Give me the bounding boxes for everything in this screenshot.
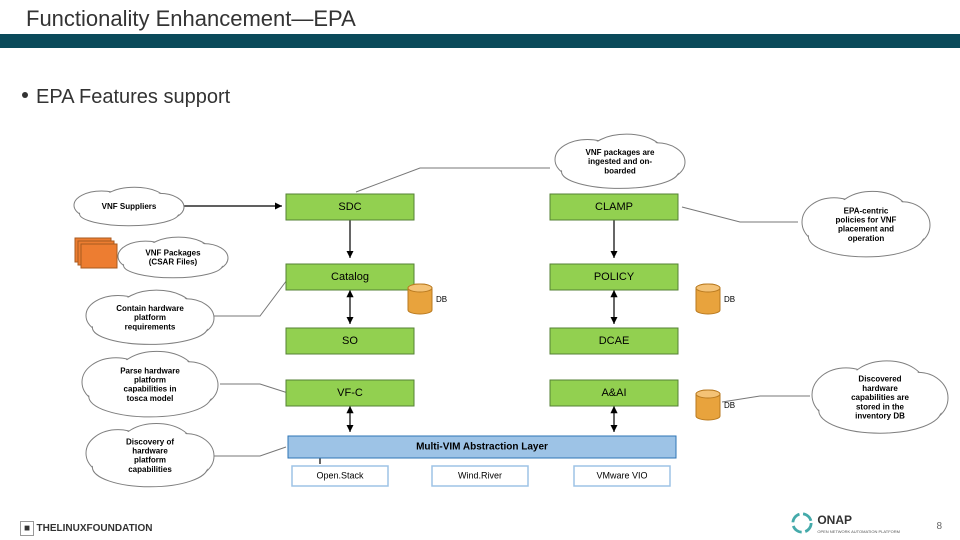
db-db1: DB [408, 284, 447, 314]
svg-text:capabilities: capabilities [128, 465, 172, 474]
svg-text:ingested and on-: ingested and on- [588, 157, 652, 166]
title-strip [0, 34, 960, 48]
bullet-text: EPA Features support [36, 86, 230, 109]
footer-brand: ■THELINUXFOUNDATION [20, 523, 152, 534]
c_parse: Parse hardwareplatformcapabilities intos… [82, 351, 218, 417]
svg-text:operation: operation [848, 234, 885, 243]
svg-text:VF-C: VF-C [337, 387, 363, 399]
c_suppliers: VNF Suppliers [74, 187, 184, 225]
bullet-dot [22, 92, 28, 98]
box-aai: A&AI [550, 380, 678, 406]
c_discovered: Discoveredhardwarecapabilities arestored… [812, 361, 948, 433]
brand-sq: ■ [20, 521, 34, 536]
svg-text:Discovery of: Discovery of [126, 437, 174, 446]
svg-text:DB: DB [724, 401, 735, 410]
box-clamp: CLAMP [550, 194, 678, 220]
box-policy: POLICY [550, 264, 678, 290]
svg-text:DB: DB [724, 295, 735, 304]
svg-text:platform: platform [134, 313, 166, 322]
svg-text:CLAMP: CLAMP [595, 201, 633, 213]
svg-text:hardware: hardware [862, 384, 898, 393]
svg-text:DCAE: DCAE [599, 335, 630, 347]
svg-text:POLICY: POLICY [594, 271, 635, 283]
c_packages: VNF Packages(CSAR Files) [118, 237, 228, 278]
svg-text:tosca model: tosca model [127, 394, 174, 403]
svg-text:(CSAR Files): (CSAR Files) [149, 258, 198, 267]
svg-text:requirements: requirements [125, 322, 176, 331]
svg-text:policies for VNF: policies for VNF [836, 216, 897, 225]
svg-text:Catalog: Catalog [331, 271, 369, 283]
box-so: SO [286, 328, 414, 354]
svg-text:platform: platform [134, 456, 166, 465]
c_contain: Contain hardwareplatformrequirements [86, 290, 214, 344]
svg-text:EPA-centric: EPA-centric [844, 206, 889, 215]
onap-logo: ONAPOPEN NETWORK AUTOMATION PLATFORM [791, 511, 900, 534]
svg-text:A&AI: A&AI [601, 387, 626, 399]
db-db3: DB [696, 390, 735, 420]
svg-text:VNF packages are: VNF packages are [586, 148, 655, 157]
svg-text:SO: SO [342, 335, 358, 347]
box-dcae: DCAE [550, 328, 678, 354]
c_ingest: VNF packages areingested and on-boarded [555, 134, 685, 188]
svg-text:Multi-VIM Abstraction Layer: Multi-VIM Abstraction Layer [416, 442, 548, 453]
svg-text:boarded: boarded [604, 166, 636, 175]
svg-text:Wind.River: Wind.River [458, 470, 502, 480]
svg-text:DB: DB [436, 295, 447, 304]
svg-text:capabilities are: capabilities are [851, 393, 909, 402]
svg-text:VMware VIO: VMware VIO [596, 470, 647, 480]
svg-text:capabilities in: capabilities in [124, 385, 177, 394]
c_epa: EPA-centricpolicies for VNFplacement and… [802, 191, 930, 257]
architecture-diagram: SDC CLAMP Catalog POLICY SO DCAE VF-C A&AI Multi… [0, 110, 960, 510]
svg-text:hardware: hardware [132, 447, 168, 456]
page-number: 8 [936, 521, 942, 532]
svg-text:Open.Stack: Open.Stack [316, 470, 364, 480]
svg-text:inventory DB: inventory DB [855, 412, 905, 421]
title-bar: Functionality Enhancement—EPA [0, 0, 960, 48]
box-catalog: Catalog [286, 264, 414, 290]
svg-text:Parse hardware: Parse hardware [120, 366, 180, 375]
svg-text:platform: platform [134, 376, 166, 385]
slide-title: Functionality Enhancement—EPA [26, 6, 356, 32]
svg-text:VNF Suppliers: VNF Suppliers [102, 202, 157, 211]
svg-text:Contain hardware: Contain hardware [116, 304, 184, 313]
box-sdc: SDC [286, 194, 414, 220]
svg-text:placement and: placement and [838, 225, 894, 234]
svg-text:stored in the: stored in the [856, 402, 905, 411]
c_discovery: Discovery ofhardwareplatformcapabilities [86, 424, 214, 487]
svg-text:SDC: SDC [338, 201, 361, 213]
svg-text:VNF Packages: VNF Packages [145, 249, 201, 258]
box-vfc: VF-C [286, 380, 414, 406]
svg-text:Discovered: Discovered [858, 375, 901, 384]
db-db2: DB [696, 284, 735, 314]
